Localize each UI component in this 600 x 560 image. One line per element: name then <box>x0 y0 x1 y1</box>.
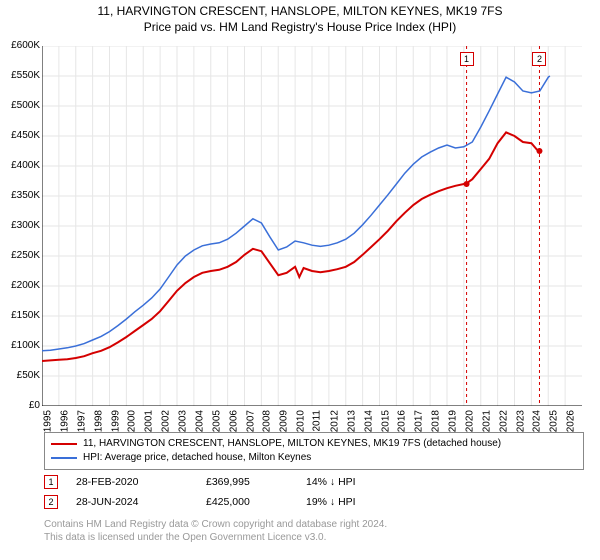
sale-delta-vs-hpi: 14% ↓ HPI <box>306 476 426 488</box>
x-tick-label: 2025 <box>549 410 560 432</box>
sale-marker: 1 <box>44 475 58 489</box>
x-tick-label: 2019 <box>447 410 458 432</box>
x-tick-label: 2022 <box>498 410 509 432</box>
y-tick-label: £300K <box>0 220 40 231</box>
y-tick-label: £250K <box>0 250 40 261</box>
x-tick-label: 2001 <box>144 410 155 432</box>
footnote-line-2: This data is licensed under the Open Gov… <box>44 531 584 544</box>
y-tick-label: £50K <box>0 370 40 381</box>
y-tick-label: £600K <box>0 40 40 51</box>
x-tick-label: 2020 <box>464 410 475 432</box>
x-tick-label: 2015 <box>380 410 391 432</box>
x-tick-label: 2005 <box>211 410 222 432</box>
legend-row: 11, HARVINGTON CRESCENT, HANSLOPE, MILTO… <box>51 437 577 451</box>
sales-table: 1 28-FEB-2020£369,99514% ↓ HPI 2 28-JUN-202… <box>44 472 584 512</box>
y-tick-label: £500K <box>0 100 40 111</box>
sale-price: £369,995 <box>206 476 306 488</box>
chart-figure: 11, HARVINGTON CRESCENT, HANSLOPE, MILTO… <box>0 0 600 560</box>
sale-price: £425,000 <box>206 496 306 508</box>
x-tick-label: 2007 <box>245 410 256 432</box>
legend-label: 11, HARVINGTON CRESCENT, HANSLOPE, MILTO… <box>83 437 501 451</box>
x-tick-label: 2013 <box>346 410 357 432</box>
legend-swatch <box>51 443 77 445</box>
x-tick-label: 1997 <box>76 410 87 432</box>
y-tick-label: £150K <box>0 310 40 321</box>
x-tick-label: 2008 <box>262 410 273 432</box>
x-tick-label: 2017 <box>414 410 425 432</box>
x-tick-label: 2002 <box>160 410 171 432</box>
legend-row: HPI: Average price, detached house, Milt… <box>51 451 577 465</box>
x-tick-label: 1996 <box>59 410 70 432</box>
x-tick-label: 1998 <box>93 410 104 432</box>
y-tick-label: £350K <box>0 190 40 201</box>
x-tick-label: 2014 <box>363 410 374 432</box>
y-tick-label: £450K <box>0 130 40 141</box>
x-tick-label: 2016 <box>397 410 408 432</box>
x-tick-label: 2006 <box>228 410 239 432</box>
footnote: Contains HM Land Registry data © Crown c… <box>44 518 584 544</box>
y-tick-label: £100K <box>0 340 40 351</box>
y-tick-label: £400K <box>0 160 40 171</box>
x-tick-label: 2021 <box>481 410 492 432</box>
title-sub: Price paid vs. HM Land Registry's House … <box>0 20 600 34</box>
x-tick-label: 2003 <box>177 410 188 432</box>
x-tick-label: 2010 <box>295 410 306 432</box>
chart-area: 12 <box>42 46 582 406</box>
x-tick-label: 2011 <box>312 410 323 432</box>
x-tick-label: 2026 <box>565 410 576 432</box>
legend-label: HPI: Average price, detached house, Milt… <box>83 451 311 465</box>
y-tick-label: £200K <box>0 280 40 291</box>
plot-svg <box>42 46 582 406</box>
legend-box: 11, HARVINGTON CRESCENT, HANSLOPE, MILTO… <box>44 432 584 470</box>
titles-block: 11, HARVINGTON CRESCENT, HANSLOPE, MILTO… <box>0 0 600 34</box>
x-tick-label: 1995 <box>42 410 53 432</box>
sale-delta-vs-hpi: 19% ↓ HPI <box>306 496 426 508</box>
x-tick-label: 2009 <box>279 410 290 432</box>
sales-row: 1 28-FEB-2020£369,99514% ↓ HPI <box>44 472 584 492</box>
x-tick-label: 1999 <box>110 410 121 432</box>
y-tick-label: £550K <box>0 70 40 81</box>
x-tick-label: 2018 <box>430 410 441 432</box>
legend-swatch <box>51 457 77 459</box>
y-tick-label: £0 <box>0 400 40 411</box>
sale-date: 28-JUN-2024 <box>76 496 206 508</box>
sale-marker: 1 <box>460 52 474 66</box>
sale-date: 28-FEB-2020 <box>76 476 206 488</box>
footnote-line-1: Contains HM Land Registry data © Crown c… <box>44 518 584 531</box>
x-tick-label: 2004 <box>194 410 205 432</box>
title-main: 11, HARVINGTON CRESCENT, HANSLOPE, MILTO… <box>0 4 600 18</box>
x-tick-label: 2000 <box>127 410 138 432</box>
x-tick-label: 2024 <box>532 410 543 432</box>
sales-row: 2 28-JUN-2024£425,00019% ↓ HPI <box>44 492 584 512</box>
sale-marker: 2 <box>44 495 58 509</box>
x-tick-label: 2023 <box>515 410 526 432</box>
sale-marker: 2 <box>532 52 546 66</box>
x-tick-label: 2012 <box>329 410 340 432</box>
